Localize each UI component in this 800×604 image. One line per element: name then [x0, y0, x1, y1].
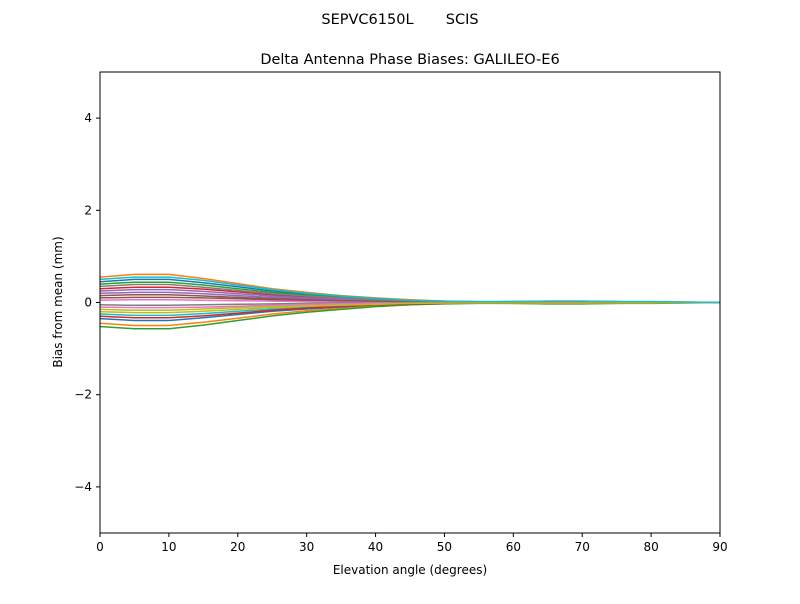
x-tick-label: 40 — [368, 540, 383, 554]
x-tick-label: 80 — [643, 540, 658, 554]
chart-title: Delta Antenna Phase Biases: GALILEO-E6 — [260, 52, 559, 68]
y-axis-label: Bias from mean (mm) — [51, 236, 65, 367]
y-tick-label: −4 — [74, 480, 92, 494]
series-line-19 — [99, 276, 721, 304]
x-tick-label: 0 — [96, 540, 104, 554]
x-axis-label: Elevation angle (degrees) — [333, 563, 487, 577]
y-tick-label: 4 — [84, 111, 92, 125]
x-tick-label: 70 — [575, 540, 590, 554]
x-tick-label: 30 — [299, 540, 314, 554]
series-line-18 — [99, 301, 720, 314]
x-tick-label: 60 — [506, 540, 521, 554]
suptitle: SEPVC6150L SCIS — [321, 12, 478, 28]
y-tick-label: −2 — [74, 388, 92, 402]
x-tick-label: 90 — [712, 540, 727, 554]
x-tick-label: 50 — [437, 540, 452, 554]
series-line-12 — [99, 301, 721, 330]
y-tick-label: 2 — [84, 203, 92, 217]
x-tick-label: 10 — [161, 540, 176, 554]
y-tick-label: 0 — [84, 296, 92, 310]
series-lines — [99, 273, 721, 330]
x-axis: 0 10 20 30 40 50 60 70 80 90 — [96, 533, 728, 554]
x-tick-label: 20 — [230, 540, 245, 554]
y-axis: −4 −2 0 2 4 — [74, 111, 100, 494]
